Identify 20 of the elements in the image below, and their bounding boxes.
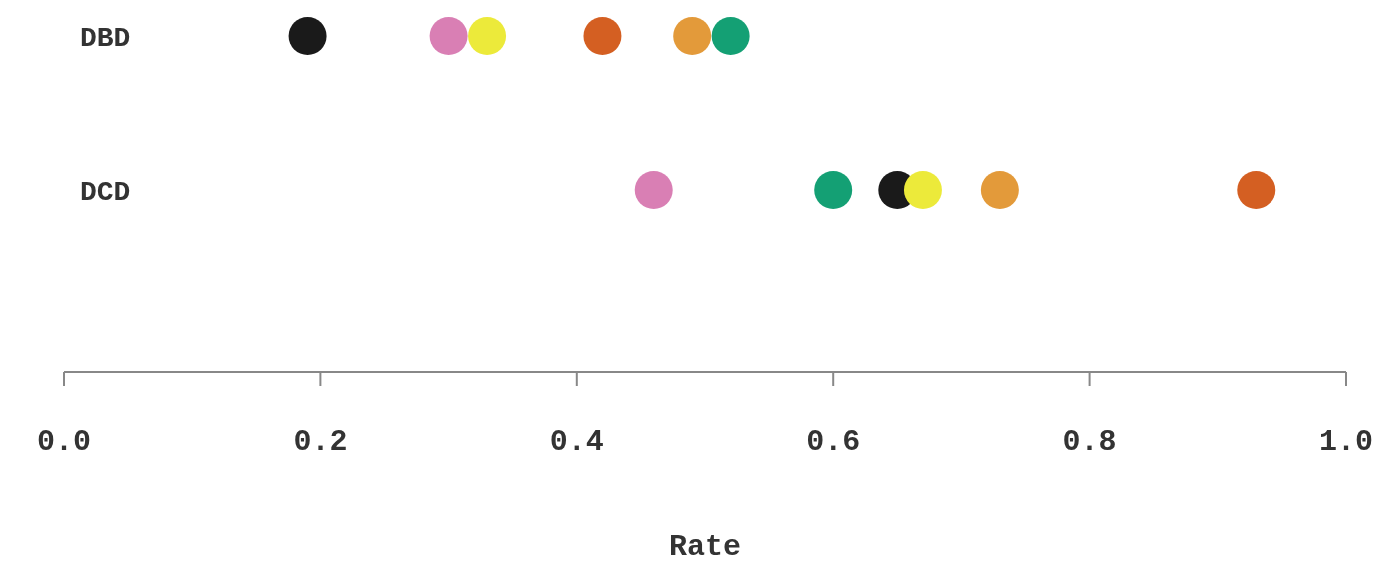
point [634, 171, 673, 209]
point [1237, 171, 1276, 209]
point [583, 17, 622, 55]
point [814, 171, 853, 209]
point [903, 171, 942, 209]
point [673, 17, 712, 55]
point [711, 17, 750, 55]
x-tick-label: 0.4 [549, 425, 604, 459]
y-tick-label: DCD [80, 177, 131, 208]
x-tick-label: 0.6 [806, 425, 861, 459]
x-tick-label: 0.2 [293, 425, 348, 459]
point [468, 17, 507, 55]
point [429, 17, 468, 55]
x-tick-label: 1.0 [1318, 425, 1374, 459]
y-tick-label: DBD [80, 23, 131, 54]
x-tick-label: 0.8 [1062, 425, 1117, 459]
x-tick-label: 0.0 [36, 425, 92, 459]
point [980, 171, 1019, 209]
point [288, 17, 327, 55]
x-axis-title: Rate [668, 530, 742, 564]
